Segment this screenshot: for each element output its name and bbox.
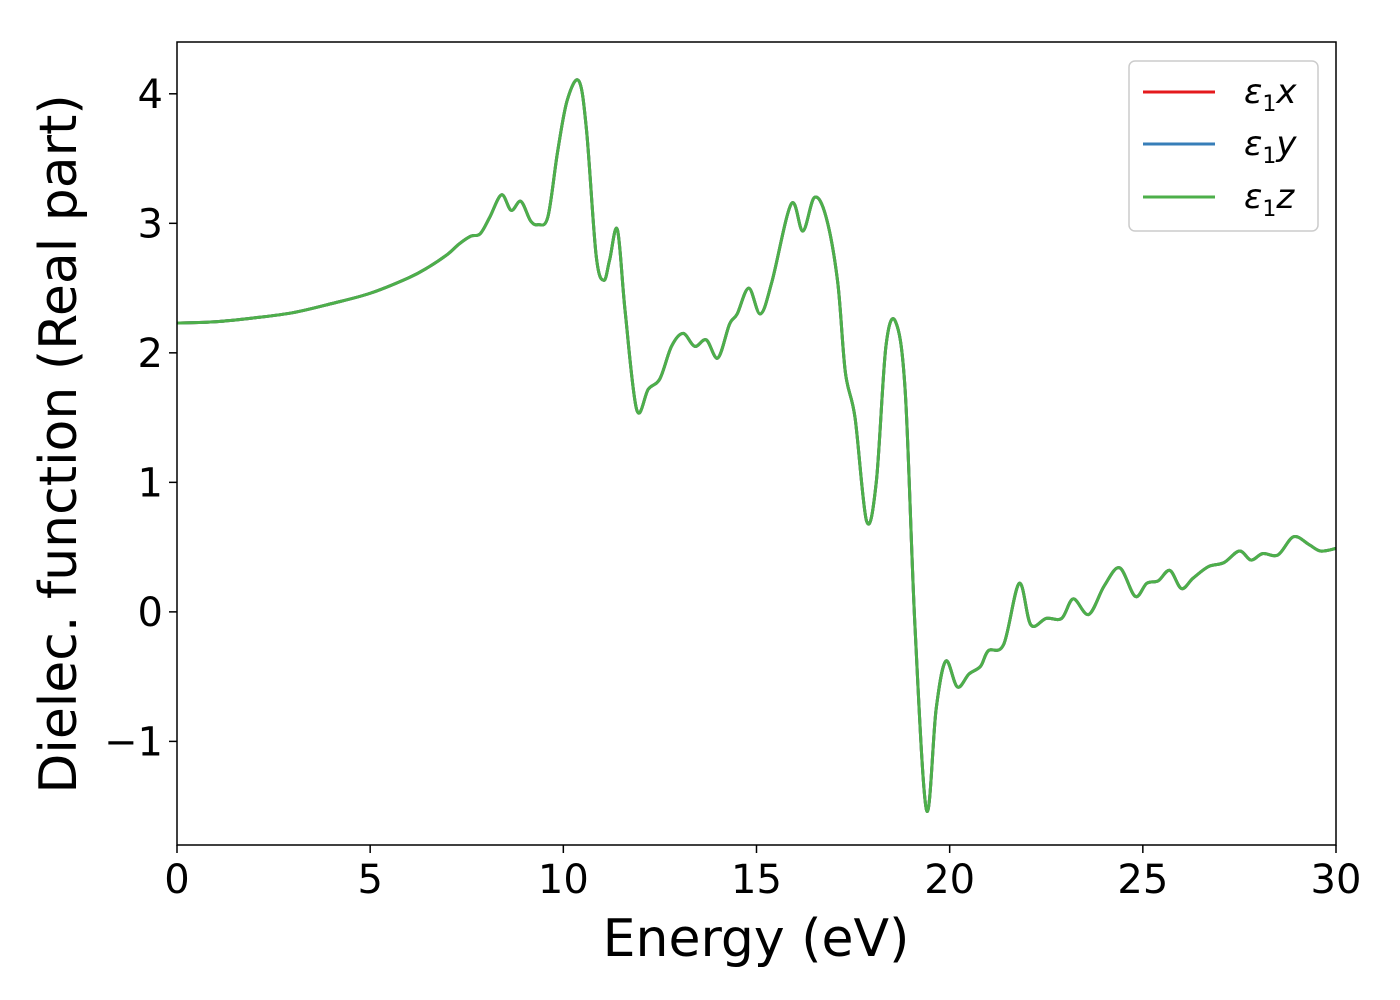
legend-box bbox=[1128, 60, 1319, 232]
x-tick-label: 30 bbox=[1311, 857, 1362, 903]
x-axis-label: Energy (eV) bbox=[603, 909, 910, 969]
y-tick-label: 2 bbox=[138, 331, 163, 377]
legend: ε1x ε1y ε1z bbox=[1128, 60, 1319, 232]
legend-entry-x: ε1x bbox=[1143, 72, 1297, 117]
x-tick-label: 20 bbox=[924, 857, 975, 903]
legend-label-x: ε1x bbox=[1244, 72, 1297, 117]
x-tick-label: 0 bbox=[164, 857, 189, 903]
y-tick-label: 3 bbox=[138, 201, 163, 247]
x-axis: 0 5 10 15 20 25 30 bbox=[164, 845, 1361, 903]
y-axis-label: Dielec. function (Real part) bbox=[29, 94, 89, 793]
x-tick-label: 15 bbox=[731, 857, 782, 903]
x-tick-label: 5 bbox=[357, 857, 382, 903]
legend-entry-y: ε1y bbox=[1143, 124, 1297, 169]
legend-label-z: ε1z bbox=[1244, 177, 1295, 222]
y-tick-label: 4 bbox=[138, 72, 163, 118]
legend-entry-z: ε1z bbox=[1143, 177, 1295, 222]
legend-label-y: ε1y bbox=[1244, 124, 1297, 169]
series-line-z bbox=[177, 78, 1336, 813]
y-tick-label: 0 bbox=[138, 590, 163, 636]
series-layer bbox=[177, 78, 1336, 813]
y-axis: −1 0 1 2 3 4 bbox=[104, 72, 177, 765]
y-tick-label: 1 bbox=[138, 460, 163, 506]
x-tick-label: 10 bbox=[538, 857, 589, 903]
y-tick-label: −1 bbox=[104, 719, 163, 765]
x-tick-label: 25 bbox=[1117, 857, 1168, 903]
